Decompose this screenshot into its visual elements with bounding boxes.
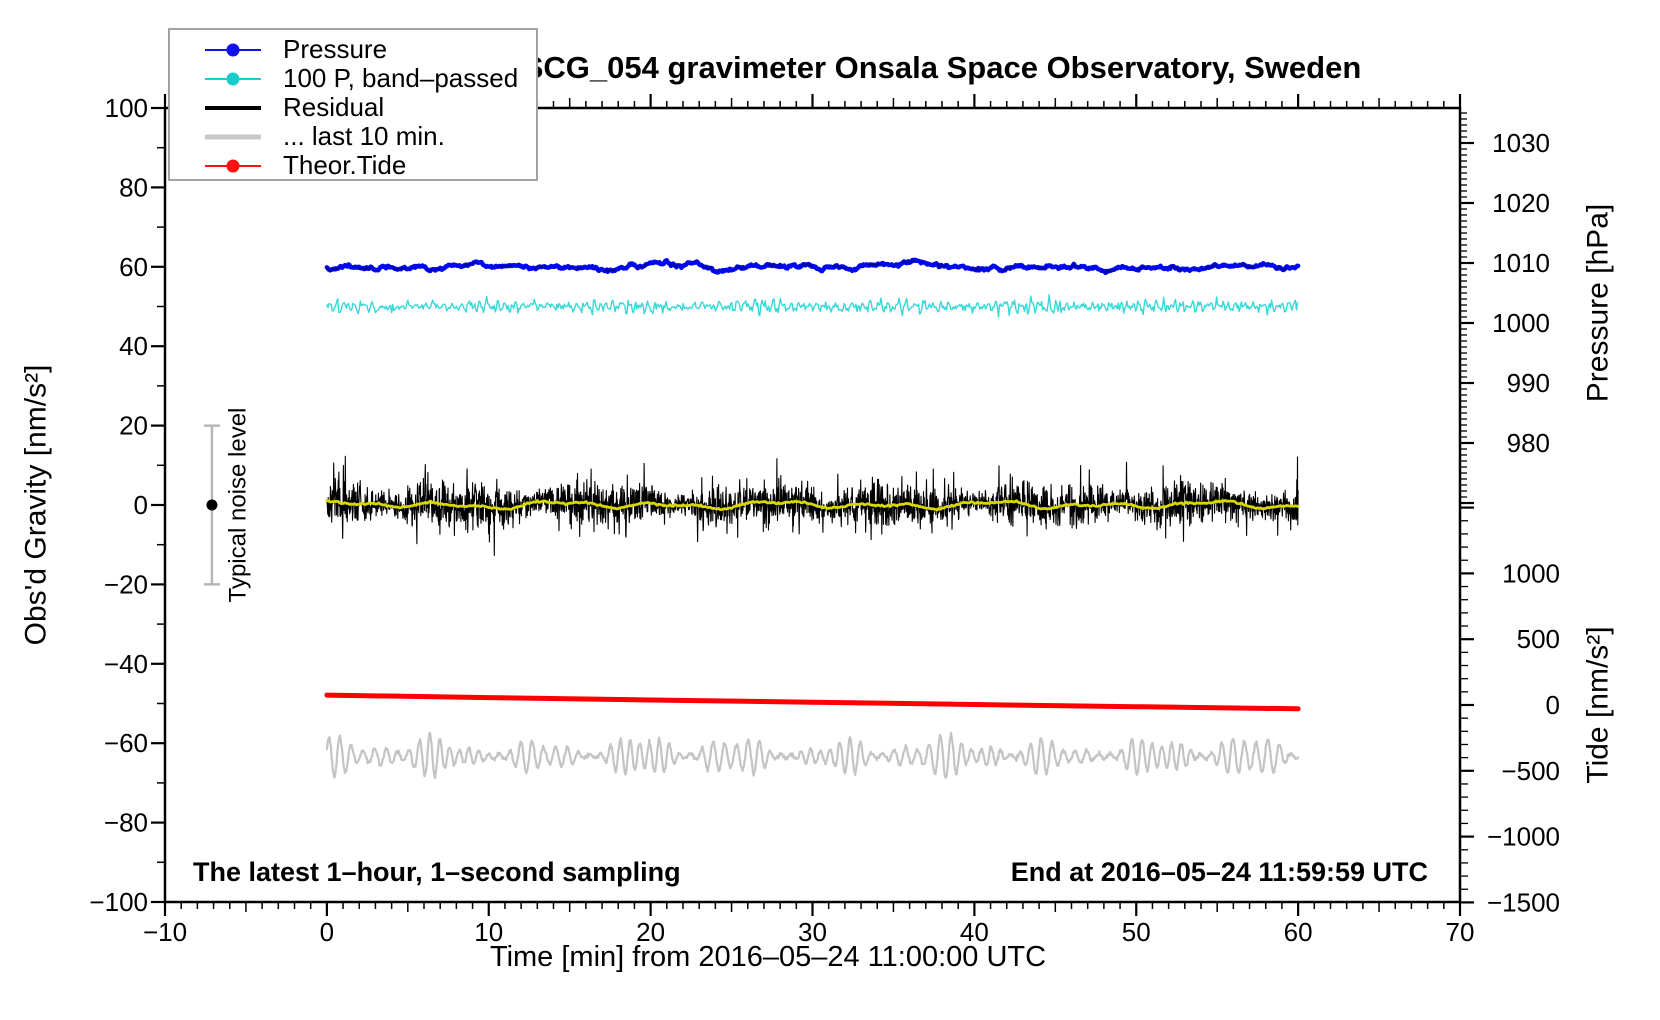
svg-text:40: 40 bbox=[960, 917, 989, 947]
svg-text:500: 500 bbox=[1517, 624, 1560, 654]
svg-text:0: 0 bbox=[320, 917, 334, 947]
legend-item-residual: Residual bbox=[170, 92, 536, 122]
legend-item-label: Theor.Tide bbox=[283, 150, 407, 180]
residual-line bbox=[326, 455, 1299, 557]
svg-text:−40: −40 bbox=[104, 649, 148, 679]
sampling-note: The latest 1–hour, 1–second sampling bbox=[193, 857, 681, 887]
right-tide-axis-title: Tide [nm/s²] bbox=[1581, 626, 1615, 784]
noise-errorbar bbox=[203, 424, 220, 586]
left-y-axis-title: Obs'd Gravity [nm/s²] bbox=[19, 364, 53, 646]
svg-text:−1500: −1500 bbox=[1487, 887, 1560, 917]
svg-text:40: 40 bbox=[119, 331, 148, 361]
svg-text:−80: −80 bbox=[104, 808, 148, 838]
svg-text:1020: 1020 bbox=[1492, 188, 1550, 218]
pressure-line-dense-overlay bbox=[325, 258, 1300, 274]
legend-marker-dot bbox=[226, 72, 240, 85]
legend-item-label: Residual bbox=[283, 92, 385, 122]
svg-text:70: 70 bbox=[1446, 917, 1475, 947]
svg-text:1000: 1000 bbox=[1492, 308, 1550, 338]
svg-text:1030: 1030 bbox=[1492, 128, 1550, 158]
legend-item-label: 100 P, band–passed bbox=[283, 63, 519, 93]
svg-text:−20: −20 bbox=[104, 569, 148, 599]
chart-title: SCG_054 gravimeter Onsala Space Observat… bbox=[522, 50, 1362, 85]
svg-text:1000: 1000 bbox=[1502, 558, 1560, 588]
legend-item-label: ... last 10 min. bbox=[283, 121, 445, 151]
legend-item-bandpassed: 100 P, band–passed bbox=[170, 63, 536, 93]
svg-text:20: 20 bbox=[119, 411, 148, 441]
x-axis-title: Time [min] from 2016–05–24 11:00:00 UTC bbox=[489, 941, 1047, 973]
legend-item-theortide: Theor.Tide bbox=[170, 150, 536, 180]
legend-box: Pressure 100 P, band–passed Residual ...… bbox=[168, 28, 538, 181]
legend-item-last10min: ... last 10 min. bbox=[170, 121, 536, 151]
svg-text:−100: −100 bbox=[89, 887, 148, 917]
svg-text:50: 50 bbox=[1122, 917, 1151, 947]
noise-level-label: Typical noise level bbox=[224, 407, 252, 603]
svg-text:10: 10 bbox=[474, 917, 503, 947]
axes-layer: −10 0 10 20 30 40 50 60 70100806040200−20−40−60−… bbox=[89, 93, 1560, 947]
svg-text:−60: −60 bbox=[104, 728, 148, 758]
last10min-line bbox=[325, 731, 1300, 780]
svg-text:30: 30 bbox=[798, 917, 827, 947]
svg-text:−1000: −1000 bbox=[1487, 822, 1560, 852]
series-layer bbox=[324, 257, 1301, 780]
legend-marker-dot bbox=[226, 159, 240, 172]
legend-line-sample bbox=[205, 100, 261, 115]
theor-tide-line bbox=[324, 692, 1301, 712]
legend-line-sample bbox=[205, 158, 261, 173]
smoothed-residual-line bbox=[325, 498, 1300, 512]
legend-item-pressure: Pressure bbox=[170, 34, 536, 64]
svg-text:60: 60 bbox=[1284, 917, 1313, 947]
svg-text:0: 0 bbox=[134, 490, 148, 520]
svg-text:990: 990 bbox=[1507, 368, 1550, 398]
svg-text:80: 80 bbox=[119, 172, 148, 202]
legend-line-sample bbox=[205, 42, 261, 57]
svg-text:−500: −500 bbox=[1501, 756, 1560, 786]
svg-text:−10: −10 bbox=[143, 917, 187, 947]
legend-line-sample bbox=[205, 129, 261, 144]
svg-text:60: 60 bbox=[119, 252, 148, 282]
svg-text:1010: 1010 bbox=[1492, 248, 1550, 278]
legend-marker-dot bbox=[226, 43, 240, 56]
svg-text:0: 0 bbox=[1546, 690, 1560, 720]
svg-text:980: 980 bbox=[1507, 428, 1550, 458]
legend-item-label: Pressure bbox=[283, 34, 388, 64]
legend-line-sample bbox=[205, 71, 261, 86]
bandpassed-line bbox=[326, 294, 1299, 318]
svg-text:100: 100 bbox=[105, 93, 148, 123]
right-pressure-axis-title: Pressure [hPa] bbox=[1581, 203, 1615, 403]
noise-dot bbox=[206, 499, 218, 511]
svg-text:20: 20 bbox=[636, 917, 665, 947]
end-note: End at 2016–05–24 11:59:59 UTC bbox=[1010, 857, 1428, 887]
